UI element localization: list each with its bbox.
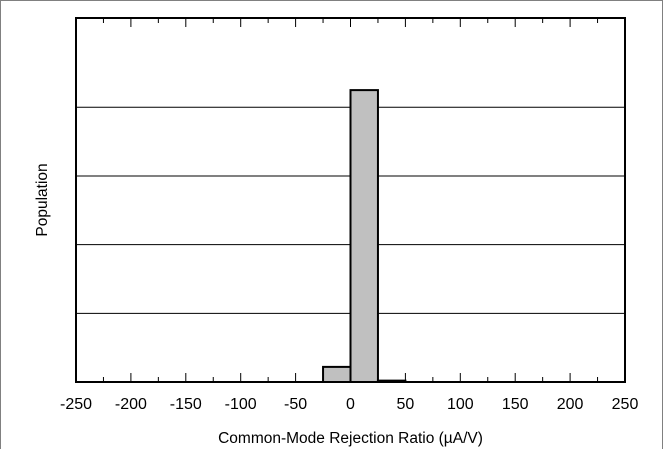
x-tick-label: -100 (225, 396, 257, 413)
histogram-bars (322, 89, 407, 383)
y-axis-title: Population (34, 163, 51, 236)
histogram-bar-1 (322, 365, 352, 383)
x-tick-label: 0 (346, 396, 355, 413)
x-axis-ticks (75, 18, 626, 382)
x-tick-label: -200 (115, 396, 147, 413)
x-tick-label: 50 (397, 396, 415, 413)
x-tick-label: -50 (284, 396, 307, 413)
x-axis-title: Common-Mode Rejection Ratio (µA/V) (218, 430, 483, 447)
x-tick-label: 200 (557, 396, 584, 413)
x-tick-label: -250 (60, 396, 92, 413)
x-tick-label: 250 (612, 396, 639, 413)
x-axis-tick-labels: -250 -200 -150 -100 -50 0 50 100 150 200 250 (60, 396, 638, 413)
x-tick-label: 150 (502, 396, 529, 413)
histogram-bar-2 (349, 89, 379, 383)
x-tick-label: -150 (170, 396, 202, 413)
x-tick-label: 100 (447, 396, 474, 413)
